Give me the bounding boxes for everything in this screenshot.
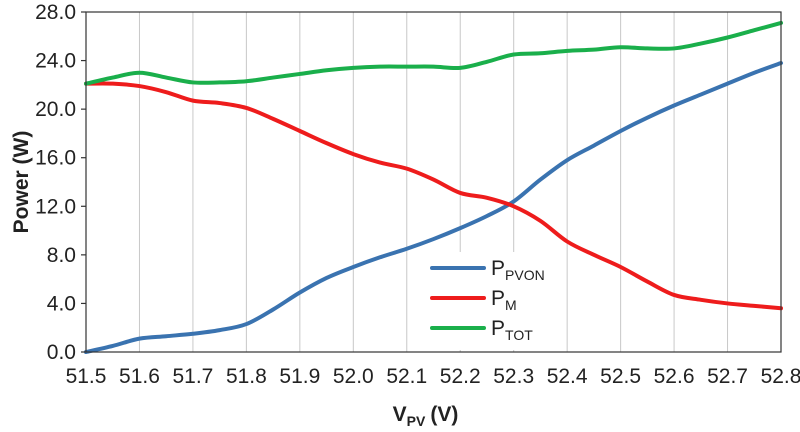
y-tick-label: 0.0 [47,341,76,364]
y-tick-label: 20.0 [35,98,76,121]
y-tick-labels: 0.0 4.0 8.0 12.0 16.0 20.0 24.0 28.0 [35,1,86,364]
x-axis-label: VPV (V) [393,403,459,429]
legend-label-m: PM [491,287,517,313]
y-tick-label: 28.0 [35,1,76,24]
y-tick-label: 8.0 [47,244,76,267]
x-axis-label-main: V [393,403,407,426]
x-tick-label: 51.6 [119,365,160,388]
x-tick-labels: 51.5 51.6 51.7 51.8 51.9 52.0 52.1 52.2 52.3 52.4… [66,365,800,388]
legend-label-pvon: PPVON [491,257,545,283]
x-tick-label: 52.2 [440,365,481,388]
x-tick-label: 52.3 [493,365,534,388]
x-tick-label: 51.5 [66,365,107,388]
y-tick-label: 16.0 [35,147,76,170]
x-axis-label-unit: (V) [430,403,458,426]
y-tick-label: 24.0 [35,50,76,73]
plot-frame [85,11,782,353]
x-tick-label: 52.1 [386,365,427,388]
y-tick-label: 12.0 [35,195,76,218]
x-tick-label: 52.4 [547,365,588,388]
x-axis-label-sub: PV [407,413,426,429]
y-tick-label: 4.0 [47,292,76,315]
series-line-m [84,81,783,311]
x-tick-label: 51.9 [279,365,320,388]
legend-label-sub: PVON [505,267,545,283]
legend-label-main: P [491,287,505,310]
x-tick-label: 51.8 [226,365,267,388]
legend-label-sub: M [505,297,517,313]
legend-label-sub: TOT [505,327,533,343]
series-line-pvon [84,61,783,354]
series-lines [84,20,783,354]
x-tick-label: 52.6 [654,365,695,388]
legend-label-tot: PTOT [491,317,533,343]
legend-label-main: P [491,257,505,280]
x-tick-label: 52.8 [761,365,800,388]
x-tick-label: 51.7 [172,365,213,388]
x-tick-label: 52.0 [333,365,374,388]
series-line-tot [84,20,783,86]
y-axis-label: Power (W) [10,131,33,234]
x-tick-label: 52.5 [600,365,641,388]
legend-label-main: P [491,317,505,340]
x-tick-label: 52.7 [707,365,748,388]
